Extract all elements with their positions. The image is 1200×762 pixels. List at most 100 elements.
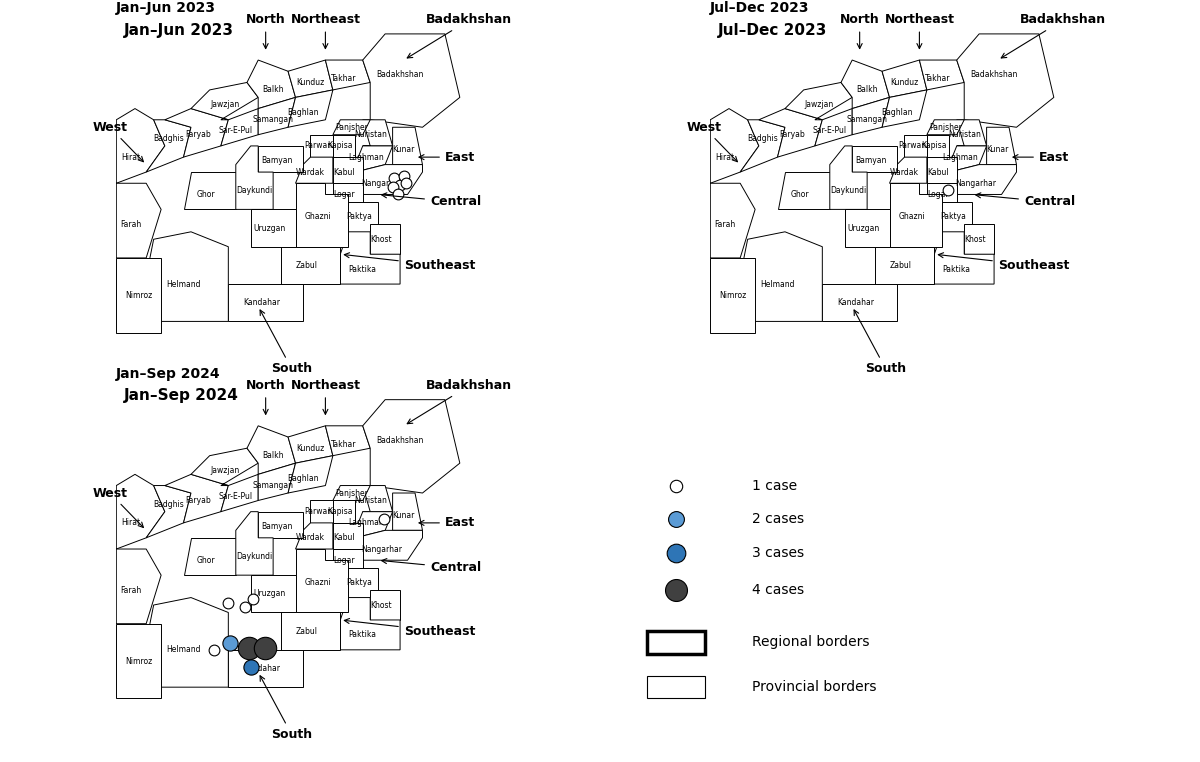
Polygon shape xyxy=(926,120,965,135)
Text: Zabul: Zabul xyxy=(295,626,318,636)
Text: Kabul: Kabul xyxy=(334,168,355,177)
Text: South: South xyxy=(260,310,312,376)
Text: Badghis: Badghis xyxy=(154,500,184,509)
Text: Parwan: Parwan xyxy=(304,142,332,150)
Polygon shape xyxy=(184,538,235,575)
Polygon shape xyxy=(740,232,822,322)
Text: Provincial borders: Provincial borders xyxy=(751,680,876,694)
Polygon shape xyxy=(295,183,348,247)
Polygon shape xyxy=(116,109,164,183)
Text: Hirat: Hirat xyxy=(121,152,140,162)
Text: Ghazni: Ghazni xyxy=(899,213,925,222)
Polygon shape xyxy=(348,202,378,232)
Polygon shape xyxy=(986,127,1016,165)
Polygon shape xyxy=(935,232,994,284)
Point xyxy=(239,642,258,654)
Text: Panjsher: Panjsher xyxy=(929,123,962,132)
Polygon shape xyxy=(926,183,956,210)
Polygon shape xyxy=(942,202,972,232)
Text: Jan–Sep 2024: Jan–Sep 2024 xyxy=(124,389,239,403)
Polygon shape xyxy=(116,474,164,549)
Point xyxy=(241,661,260,673)
Text: Takhar: Takhar xyxy=(331,74,356,83)
Text: Kandahar: Kandahar xyxy=(244,664,281,673)
Text: Paktika: Paktika xyxy=(943,264,971,274)
Text: Jan–Jun 2023: Jan–Jun 2023 xyxy=(116,2,216,15)
Text: Farah: Farah xyxy=(715,219,736,229)
Polygon shape xyxy=(919,60,965,90)
Polygon shape xyxy=(164,474,228,523)
Polygon shape xyxy=(116,183,161,258)
Text: Nangarhar: Nangarhar xyxy=(361,545,402,553)
Polygon shape xyxy=(295,523,332,549)
Polygon shape xyxy=(146,232,228,322)
Text: 4 cases: 4 cases xyxy=(751,583,804,597)
Text: Takhar: Takhar xyxy=(925,74,950,83)
Polygon shape xyxy=(362,34,460,127)
Text: Logar: Logar xyxy=(334,555,355,565)
Polygon shape xyxy=(221,474,258,512)
Text: Kunduz: Kunduz xyxy=(296,78,324,87)
Text: Parwan: Parwan xyxy=(304,507,332,516)
Point xyxy=(374,513,394,525)
Point xyxy=(385,171,404,184)
Text: Baghlan: Baghlan xyxy=(881,107,913,117)
Polygon shape xyxy=(815,109,852,146)
Text: East: East xyxy=(419,517,475,530)
Text: Kunar: Kunar xyxy=(392,145,415,154)
Polygon shape xyxy=(956,34,1054,127)
Polygon shape xyxy=(740,120,785,172)
Text: Badakhshan: Badakhshan xyxy=(377,436,424,445)
Text: Kunduz: Kunduz xyxy=(890,78,918,87)
Text: Samangan: Samangan xyxy=(253,481,294,490)
Polygon shape xyxy=(191,82,258,120)
Text: Sar-E-Pul: Sar-E-Pul xyxy=(812,126,847,136)
Text: 2 cases: 2 cases xyxy=(751,512,804,526)
Text: Farah: Farah xyxy=(121,219,142,229)
Polygon shape xyxy=(926,135,949,157)
Polygon shape xyxy=(251,575,295,613)
FancyBboxPatch shape xyxy=(647,676,704,698)
Polygon shape xyxy=(146,597,228,687)
Text: Helmand: Helmand xyxy=(761,280,794,289)
Text: Uruzgan: Uruzgan xyxy=(847,223,880,232)
Text: Hirat: Hirat xyxy=(715,152,734,162)
Text: East: East xyxy=(419,151,475,164)
Polygon shape xyxy=(258,512,302,538)
Polygon shape xyxy=(325,60,371,90)
Text: Nuristan: Nuristan xyxy=(354,130,386,139)
Point xyxy=(221,637,240,649)
Polygon shape xyxy=(710,258,755,332)
Text: Jan–Sep 2024: Jan–Sep 2024 xyxy=(116,367,221,381)
Point xyxy=(204,644,223,656)
Polygon shape xyxy=(288,90,332,127)
Polygon shape xyxy=(341,597,400,650)
Polygon shape xyxy=(882,60,926,98)
Text: Jul–Dec 2023: Jul–Dec 2023 xyxy=(710,2,810,15)
Text: Helmand: Helmand xyxy=(167,280,200,289)
Text: Ghazni: Ghazni xyxy=(305,578,331,588)
Text: Badghis: Badghis xyxy=(154,134,184,143)
Text: Kandahar: Kandahar xyxy=(838,298,875,307)
Text: Bamyan: Bamyan xyxy=(262,156,293,165)
Text: Daykundi: Daykundi xyxy=(830,186,866,195)
Text: Nimroz: Nimroz xyxy=(125,657,152,665)
Polygon shape xyxy=(258,463,295,501)
Polygon shape xyxy=(247,60,295,109)
Point xyxy=(218,597,238,610)
Polygon shape xyxy=(348,568,378,597)
Text: Kabul: Kabul xyxy=(928,168,949,177)
Text: Balkh: Balkh xyxy=(263,451,284,460)
Polygon shape xyxy=(116,623,161,698)
Text: Northeast: Northeast xyxy=(884,14,954,49)
Polygon shape xyxy=(362,400,460,493)
Text: Khost: Khost xyxy=(371,600,392,610)
Text: South: South xyxy=(260,676,312,741)
Polygon shape xyxy=(371,224,400,255)
Text: Panjsher: Panjsher xyxy=(335,488,368,498)
Polygon shape xyxy=(251,210,295,247)
Text: Jul–Dec 2023: Jul–Dec 2023 xyxy=(718,23,827,37)
Polygon shape xyxy=(362,485,392,512)
Polygon shape xyxy=(905,135,926,157)
Text: Ghor: Ghor xyxy=(791,190,809,199)
